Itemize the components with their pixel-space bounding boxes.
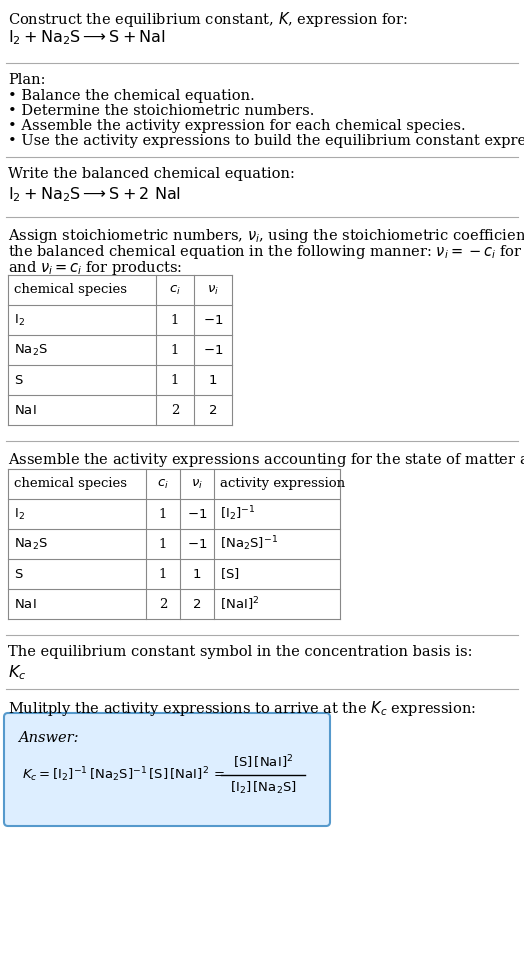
Text: $1$: $1$: [209, 373, 217, 387]
Text: $\mathrm{NaI}$: $\mathrm{NaI}$: [14, 598, 37, 610]
FancyBboxPatch shape: [4, 713, 330, 826]
Text: $1$: $1$: [192, 567, 202, 581]
Text: $-1$: $-1$: [187, 507, 207, 520]
Text: Construct the equilibrium constant, $K$, expression for:: Construct the equilibrium constant, $K$,…: [8, 10, 408, 29]
Text: Assemble the activity expressions accounting for the state of matter and $\nu_i$: Assemble the activity expressions accoun…: [8, 451, 524, 469]
Text: the balanced chemical equation in the following manner: $\nu_i = -c_i$ for react: the balanced chemical equation in the fo…: [8, 243, 524, 261]
Text: chemical species: chemical species: [14, 478, 127, 491]
Text: $[\mathrm{S}]\,[\mathrm{NaI}]^2$: $[\mathrm{S}]\,[\mathrm{NaI}]^2$: [233, 753, 293, 771]
Text: Mulitply the activity expressions to arrive at the $K_c$ expression:: Mulitply the activity expressions to arr…: [8, 699, 476, 718]
Text: Assign stoichiometric numbers, $\nu_i$, using the stoichiometric coefficients, $: Assign stoichiometric numbers, $\nu_i$, …: [8, 227, 524, 245]
Text: $-1$: $-1$: [203, 344, 223, 356]
Text: $\nu_i$: $\nu_i$: [191, 478, 203, 491]
Text: $2$: $2$: [192, 598, 202, 610]
Text: $[\mathrm{S}]$: $[\mathrm{S}]$: [220, 566, 239, 582]
Text: $[\mathrm{I_2}]\,[\mathrm{Na_2S}]$: $[\mathrm{I_2}]\,[\mathrm{Na_2S}]$: [230, 780, 297, 796]
Text: $\mathrm{Na_2S}$: $\mathrm{Na_2S}$: [14, 537, 48, 552]
Text: $\mathrm{I_2}$: $\mathrm{I_2}$: [14, 312, 25, 328]
Text: • Use the activity expressions to build the equilibrium constant expression.: • Use the activity expressions to build …: [8, 134, 524, 148]
Text: $\mathrm{I_2 + Na_2S \longrightarrow S + 2\ NaI}$: $\mathrm{I_2 + Na_2S \longrightarrow S +…: [8, 185, 181, 203]
Text: $K_c = [\mathrm{I_2}]^{-1}\,[\mathrm{Na_2S}]^{-1}\,[\mathrm{S}]\,[\mathrm{NaI}]^: $K_c = [\mathrm{I_2}]^{-1}\,[\mathrm{Na_…: [22, 766, 225, 784]
Text: 1: 1: [171, 373, 179, 387]
Text: $[\mathrm{I_2}]^{-1}$: $[\mathrm{I_2}]^{-1}$: [220, 504, 256, 523]
Text: $[\mathrm{NaI}]^2$: $[\mathrm{NaI}]^2$: [220, 595, 259, 613]
Text: $c_i$: $c_i$: [157, 478, 169, 491]
Text: $\mathrm{NaI}$: $\mathrm{NaI}$: [14, 404, 37, 416]
Text: $\mathrm{S}$: $\mathrm{S}$: [14, 567, 24, 581]
Text: $-1$: $-1$: [203, 313, 223, 327]
Text: • Determine the stoichiometric numbers.: • Determine the stoichiometric numbers.: [8, 104, 314, 118]
Text: 1: 1: [159, 538, 167, 550]
Text: 2: 2: [159, 598, 167, 610]
Text: $[\mathrm{Na_2S}]^{-1}$: $[\mathrm{Na_2S}]^{-1}$: [220, 535, 278, 553]
Text: $\mathrm{I_2}$: $\mathrm{I_2}$: [14, 506, 25, 521]
Text: Answer:: Answer:: [18, 731, 79, 745]
Text: $2$: $2$: [209, 404, 217, 416]
Text: 2: 2: [171, 404, 179, 416]
Text: and $\nu_i = c_i$ for products:: and $\nu_i = c_i$ for products:: [8, 259, 182, 277]
Text: 1: 1: [159, 567, 167, 581]
Text: $-1$: $-1$: [187, 538, 207, 550]
Text: $\mathrm{I_2 + Na_2S \longrightarrow S + NaI}$: $\mathrm{I_2 + Na_2S \longrightarrow S +…: [8, 28, 166, 47]
Text: chemical species: chemical species: [14, 284, 127, 296]
Text: 1: 1: [171, 344, 179, 356]
Text: $K_c$: $K_c$: [8, 663, 26, 682]
Text: $\mathrm{S}$: $\mathrm{S}$: [14, 373, 24, 387]
Text: 1: 1: [171, 313, 179, 327]
Text: Write the balanced chemical equation:: Write the balanced chemical equation:: [8, 167, 295, 181]
Text: 1: 1: [159, 507, 167, 520]
Text: Plan:: Plan:: [8, 73, 46, 87]
Text: • Balance the chemical equation.: • Balance the chemical equation.: [8, 89, 255, 103]
Text: The equilibrium constant symbol in the concentration basis is:: The equilibrium constant symbol in the c…: [8, 645, 473, 659]
Text: $\nu_i$: $\nu_i$: [207, 284, 219, 297]
Text: activity expression: activity expression: [220, 478, 345, 491]
Text: • Assemble the activity expression for each chemical species.: • Assemble the activity expression for e…: [8, 119, 466, 133]
Text: $\mathrm{Na_2S}$: $\mathrm{Na_2S}$: [14, 343, 48, 357]
Text: $c_i$: $c_i$: [169, 284, 181, 297]
